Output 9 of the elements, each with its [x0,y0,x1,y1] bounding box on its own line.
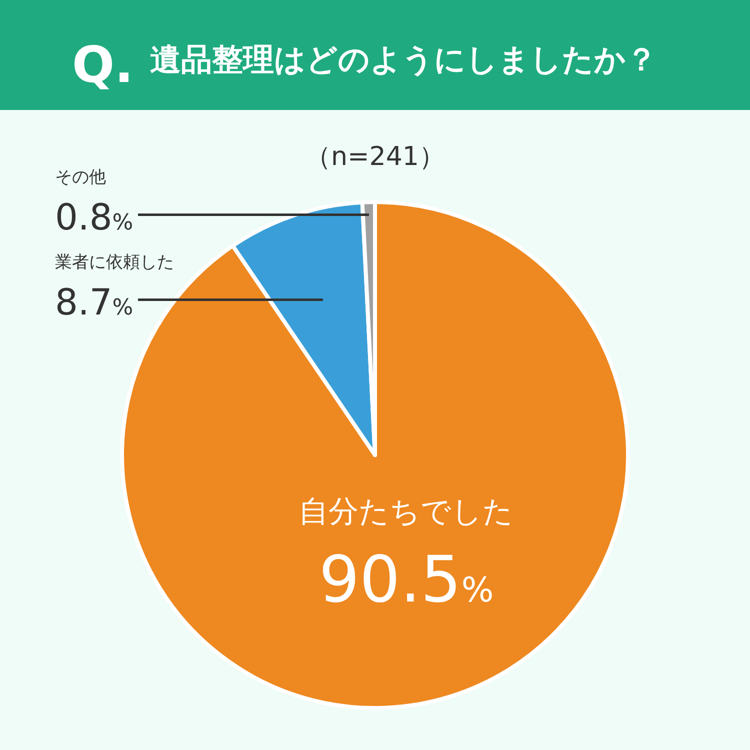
data-label: 0.8% [55,198,134,239]
slice-label: 自分たちでした [298,494,514,530]
slice-label: その他 [55,168,106,188]
data-label: 8.7% [55,282,134,324]
data-label: 90.5% [318,544,494,618]
annotation: Q. [72,36,134,94]
slice-label: 業者に依頼した [55,252,174,273]
chart-title: 遺品整理はどのようにしましたか？ [150,42,657,78]
chart-subtitle: （n=241） [305,142,445,172]
